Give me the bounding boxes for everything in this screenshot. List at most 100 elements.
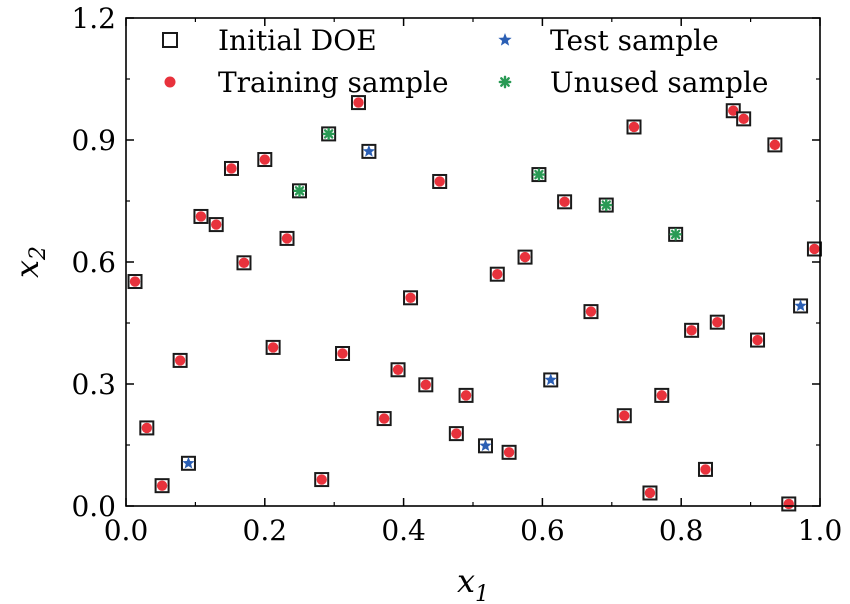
- test-sample-point: [793, 298, 809, 314]
- training-sample-marker: [434, 176, 445, 187]
- training-sample-point: [557, 194, 573, 210]
- y-axis-title-subscript: 2: [26, 246, 51, 261]
- plot-frame: [125, 17, 821, 507]
- training-sample-point: [767, 137, 783, 153]
- unused-sample-point: [292, 183, 307, 199]
- training-sample-point: [376, 411, 392, 427]
- training-sample-point: [208, 217, 224, 233]
- training-sample-marker: [420, 379, 432, 391]
- training-sample-marker: [405, 292, 416, 303]
- training-sample-marker: [226, 163, 237, 174]
- training-sample-point: [654, 387, 670, 403]
- training-sample-point: [265, 339, 281, 355]
- x-tick-label: 0.2: [243, 514, 288, 547]
- training-sample-marker: [156, 480, 168, 491]
- training-sample-marker: [769, 139, 781, 151]
- axis-ticks: 0.0 0.2 0.4 0.6 0.8 1.0 0.0 0.3 0.6 0.9 1.2: [71, 2, 842, 547]
- unused-sample-point: [321, 126, 337, 142]
- training-sample-marker: [752, 334, 763, 346]
- training-sample-marker: [281, 233, 293, 244]
- unused-sample-marker-stroke: [601, 200, 611, 210]
- training-sample-marker: [644, 487, 656, 499]
- x-tick-label: 1.0: [798, 514, 843, 547]
- training-sample-point: [583, 304, 599, 320]
- data-points: [127, 95, 822, 512]
- training-sample-marker: [195, 211, 207, 222]
- training-sample-point: [517, 249, 533, 265]
- legend-item-unused: Unused sample: [498, 66, 769, 99]
- svg-text:x2: x2: [8, 246, 51, 278]
- unused-sample-marker: [669, 228, 682, 241]
- training-sample-point: [418, 377, 434, 393]
- x-axis-title: x1: [457, 562, 489, 604]
- y-tick-label: 0.6: [71, 246, 116, 279]
- test-sample-marker: [794, 299, 807, 312]
- training-sample-marker: [316, 474, 327, 485]
- test-sample-point: [180, 455, 196, 471]
- training-sample-point: [350, 95, 366, 111]
- training-sample-point: [750, 332, 766, 348]
- training-sample-point: [172, 352, 188, 368]
- training-sample-marker: [259, 154, 270, 165]
- legend-training-sample-symbol: [164, 76, 176, 88]
- training-sample-point: [616, 408, 632, 424]
- training-sample-point: [448, 426, 464, 442]
- training-sample-point: [139, 420, 155, 436]
- training-sample-marker: [503, 447, 515, 458]
- y-tick-label: 0.3: [71, 368, 116, 401]
- unused-sample-marker: [293, 184, 306, 198]
- training-sample-marker: [656, 390, 667, 401]
- legend-item-training: Training sample: [164, 66, 449, 99]
- x-tick-label: 0.0: [104, 514, 149, 547]
- test-sample-marker: [182, 456, 195, 469]
- unused-sample-marker: [532, 168, 546, 181]
- training-sample-point: [489, 266, 505, 282]
- legend: Initial DOE Test sample Training sample Unu…: [162, 24, 769, 99]
- training-sample-marker: [809, 243, 820, 255]
- training-sample-point: [642, 485, 658, 501]
- training-sample-point: [390, 362, 406, 378]
- x-tick-label: 0.8: [659, 514, 704, 547]
- y-tick-label: 0.0: [71, 490, 116, 523]
- training-sample-marker: [238, 257, 250, 269]
- training-sample-point: [432, 173, 448, 189]
- legend-test-sample-symbol: [498, 33, 512, 46]
- training-sample-point: [236, 255, 252, 271]
- training-sample-point: [709, 314, 725, 330]
- training-sample-point: [279, 230, 295, 246]
- unused-sample-marker: [322, 127, 335, 141]
- training-sample-point: [684, 322, 700, 338]
- training-sample-point: [127, 274, 143, 290]
- legend-label-initial: Initial DOE: [218, 24, 377, 57]
- training-sample-point: [736, 111, 752, 127]
- unused-sample-marker-stroke: [294, 186, 305, 196]
- training-sample-point: [806, 241, 822, 257]
- legend-label-test: Test sample: [550, 24, 719, 57]
- training-sample-marker: [337, 348, 348, 359]
- x-tick-label: 0.6: [520, 514, 565, 547]
- training-sample-marker: [141, 422, 153, 434]
- training-sample-marker: [492, 269, 503, 280]
- training-sample-point: [458, 387, 474, 403]
- x-tick-label: 0.4: [381, 514, 426, 547]
- training-sample-marker: [559, 196, 570, 208]
- training-sample-point: [257, 152, 273, 168]
- training-sample-marker: [460, 390, 472, 401]
- test-sample-point: [477, 438, 493, 454]
- legend-label-training: Training sample: [218, 66, 449, 99]
- test-sample-point: [361, 143, 377, 159]
- training-sample-point: [697, 461, 713, 477]
- training-sample-point: [781, 496, 797, 512]
- test-sample-marker: [362, 144, 376, 157]
- training-sample-marker: [392, 364, 404, 375]
- training-sample-marker: [129, 276, 141, 287]
- training-sample-marker: [378, 413, 390, 424]
- training-sample-marker: [519, 251, 531, 263]
- training-sample-marker: [628, 121, 640, 133]
- legend-item-test: Test sample: [498, 24, 719, 57]
- training-sample-point: [154, 478, 170, 494]
- x-axis-title-subscript: 1: [475, 582, 489, 604]
- training-sample-point: [314, 472, 330, 488]
- unused-sample-marker-stroke: [534, 169, 544, 180]
